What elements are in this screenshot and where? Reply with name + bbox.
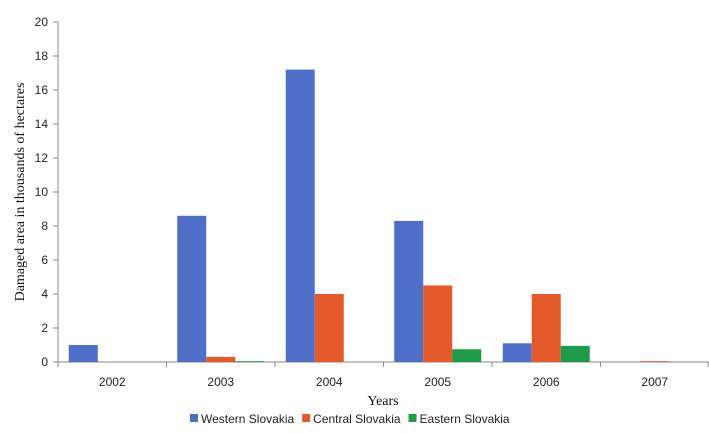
bar [285, 69, 315, 362]
bar [394, 220, 424, 362]
y-tick-label: 12 [35, 151, 49, 165]
bar [206, 356, 236, 362]
x-tick-label: 2002 [99, 375, 126, 389]
legend-swatch [302, 414, 311, 422]
bar [423, 285, 453, 362]
bar [452, 349, 482, 362]
bar [314, 294, 344, 362]
bar [177, 215, 207, 362]
bar [640, 361, 670, 362]
y-tick-label: 4 [41, 287, 48, 301]
y-tick-label: 16 [35, 83, 49, 97]
y-tick-label: 6 [41, 253, 48, 267]
y-tick-label: 10 [35, 185, 49, 199]
legend-label: Eastern Slovakia [420, 412, 510, 426]
y-tick-label: 20 [35, 15, 49, 29]
y-tick-label: 14 [35, 117, 49, 131]
y-tick-label: 8 [41, 219, 48, 233]
x-tick-label: 2005 [424, 375, 451, 389]
x-axis-title: Years [367, 394, 398, 409]
legend-label: Western Slovakia [201, 412, 294, 426]
bar [502, 343, 532, 362]
bar [560, 345, 590, 362]
x-tick-label: 2003 [207, 375, 234, 389]
bar [68, 345, 98, 362]
x-tick-label: 2007 [641, 375, 668, 389]
y-tick-label: 0 [41, 355, 48, 369]
legend-swatch [408, 414, 417, 422]
y-tick-label: 18 [35, 49, 49, 63]
y-axis-title: Damaged area in thousands of hectares [13, 83, 28, 302]
legend: Western Slovakia Central Slovakia Eastern … [190, 412, 510, 426]
x-tick-label: 2004 [316, 375, 343, 389]
x-tick-label: 2006 [533, 375, 560, 389]
bar [235, 361, 265, 362]
bar [531, 294, 561, 362]
legend-label: Central Slovakia [313, 412, 401, 426]
y-tick-label: 2 [41, 321, 48, 335]
legend-swatch [190, 414, 198, 422]
plot-area: 0 2 4 6 8 10 12 14 16 18 20 2002 2003 2004 2005 2006 200… [35, 15, 709, 389]
